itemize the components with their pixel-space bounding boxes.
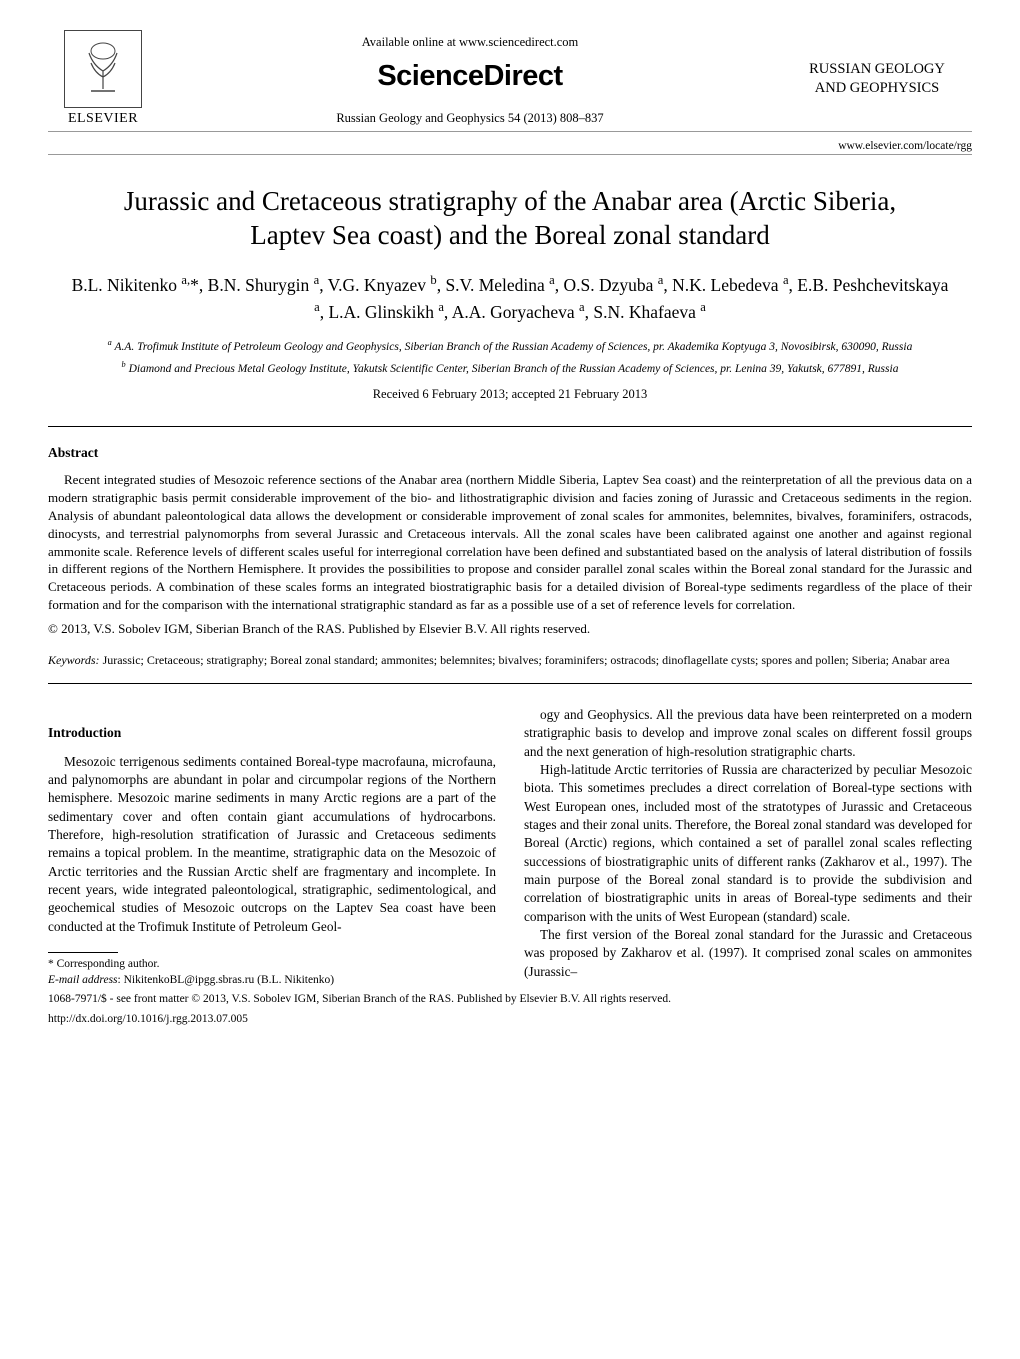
journal-locate-url[interactable]: www.elsevier.com/locate/rgg xyxy=(48,138,972,155)
footnote-rule xyxy=(48,952,118,953)
left-column: Introduction Mesozoic terrigenous sedime… xyxy=(48,706,496,988)
authors-list: B.L. Nikitenko a,*, B.N. Shurygin a, V.G… xyxy=(68,271,952,325)
journal-brand-block: RUSSIAN GEOLOGY AND GEOPHYSICS xyxy=(782,30,972,98)
abstract-heading: Abstract xyxy=(48,445,972,461)
corresponding-author-line: * Corresponding author. xyxy=(48,957,496,973)
right-para-1: ogy and Geophysics. All the previous dat… xyxy=(524,706,972,761)
affiliation-b: b Diamond and Precious Metal Geology Ins… xyxy=(88,359,932,377)
keywords-label: Keywords: xyxy=(48,653,100,667)
abstract-copyright: © 2013, V.S. Sobolev IGM, Siberian Branc… xyxy=(48,620,972,638)
publisher-name: ELSEVIER xyxy=(68,111,138,127)
keywords-text: Jurassic; Cretaceous; stratigraphy; Bore… xyxy=(100,653,950,667)
article-title: Jurassic and Cretaceous stratigraphy of … xyxy=(88,185,932,253)
front-matter-line: 1068-7971/$ - see front matter © 2013, V… xyxy=(48,992,972,1008)
right-column: ogy and Geophysics. All the previous dat… xyxy=(524,706,972,988)
available-online-text: Available online at www.sciencedirect.co… xyxy=(178,35,762,50)
affiliation-a-text: A.A. Trofimuk Institute of Petroleum Geo… xyxy=(114,341,912,353)
corresponding-author-footnote: * Corresponding author. E-mail address: … xyxy=(48,957,496,988)
publisher-logo-block: ELSEVIER xyxy=(48,30,158,127)
corresponding-email-line: E-mail address: NikitenkoBL@ipgg.sbras.r… xyxy=(48,973,496,989)
doi-line[interactable]: http://dx.doi.org/10.1016/j.rgg.2013.07.… xyxy=(48,1012,972,1028)
intro-para-1: Mesozoic terrigenous sediments contained… xyxy=(48,753,496,936)
affiliation-a: a A.A. Trofimuk Institute of Petroleum G… xyxy=(88,337,932,355)
right-para-3: The first version of the Boreal zonal st… xyxy=(524,926,972,981)
journal-brand-line1: RUSSIAN GEOLOGY xyxy=(782,60,972,79)
journal-brand-line2: AND GEOPHYSICS xyxy=(782,79,972,98)
body-columns: Introduction Mesozoic terrigenous sedime… xyxy=(48,706,972,988)
sciencedirect-logo: ScienceDirect xyxy=(178,60,762,93)
journal-header: ELSEVIER Available online at www.science… xyxy=(48,30,972,132)
abstract-body: Recent integrated studies of Mesozoic re… xyxy=(48,471,972,615)
right-para-2: High-latitude Arctic territories of Russ… xyxy=(524,761,972,926)
journal-citation-line: Russian Geology and Geophysics 54 (2013)… xyxy=(178,111,762,126)
affiliation-b-text: Diamond and Precious Metal Geology Insti… xyxy=(129,363,899,375)
email-value[interactable]: : NikitenkoBL@ipgg.sbras.ru (B.L. Nikite… xyxy=(118,974,335,986)
divider-rule xyxy=(48,683,972,684)
divider-rule xyxy=(48,426,972,427)
received-dates: Received 6 February 2013; accepted 21 Fe… xyxy=(48,387,972,402)
elsevier-tree-icon xyxy=(64,30,142,108)
keywords-block: Keywords: Jurassic; Cretaceous; stratigr… xyxy=(48,652,972,669)
introduction-heading: Introduction xyxy=(48,724,496,743)
header-center: Available online at www.sciencedirect.co… xyxy=(158,30,782,126)
email-label: E-mail address xyxy=(48,974,118,986)
